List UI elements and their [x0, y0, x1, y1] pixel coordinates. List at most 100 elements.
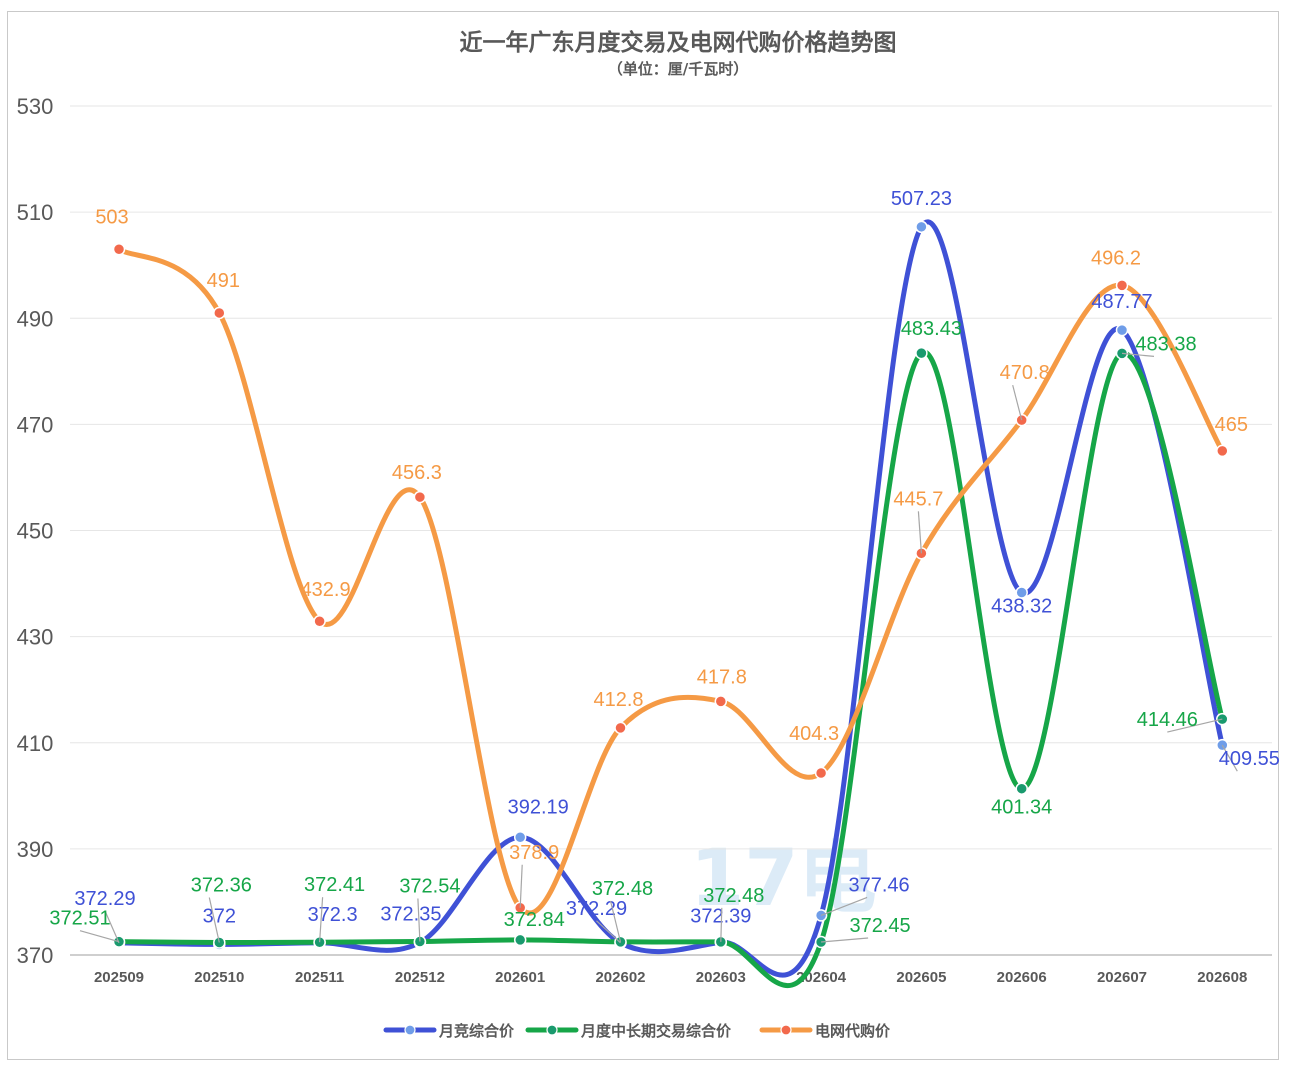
x-tick-label: 202607: [1097, 969, 1147, 986]
data-label-zhongchangqi: 372.48: [592, 878, 653, 900]
data-label-yuejing: 507.23: [891, 188, 952, 210]
label-leader-line: [319, 897, 324, 943]
data-label-yuejing: 392.19: [508, 796, 569, 818]
y-tick-label: 470: [17, 412, 54, 437]
data-label-zhongchangqi: 372.54: [399, 876, 460, 898]
data-point-daigou: [413, 490, 427, 504]
grid-layer: [70, 105, 1272, 956]
data-label-zhongchangqi: 372.45: [850, 915, 911, 937]
x-tick-label: 202608: [1197, 969, 1247, 986]
legend-swatch-marker: [780, 1024, 792, 1036]
data-point-daigou: [213, 306, 226, 320]
data-point-daigou: [614, 721, 627, 735]
data-label-zhongchangqi: 372.84: [504, 909, 565, 931]
data-label-yuejing: 372.29: [566, 898, 627, 920]
data-label-daigou: 470.8: [1000, 362, 1050, 384]
data-point-zhongchangqi: [513, 933, 527, 947]
label-leader-line: [596, 920, 621, 944]
data-label-daigou: 465: [1215, 414, 1248, 436]
legend-label-zhongchangqi: 月度中长期交易综合价: [580, 1022, 732, 1040]
data-label-daigou: 456.3: [392, 462, 442, 484]
data-label-zhongchangqi: 372.51: [49, 908, 110, 930]
legend-swatch-marker: [404, 1024, 416, 1036]
label-leader-line: [609, 900, 622, 942]
data-label-daigou: 503: [95, 206, 128, 228]
data-label-daigou: 445.7: [893, 488, 943, 510]
label-leader-line: [1121, 352, 1155, 357]
data-label-yuejing: 377.46: [849, 874, 910, 896]
label-leader-line: [417, 898, 421, 942]
x-tick-label: 202511: [295, 969, 344, 986]
legend: 月竞综合价 月度中长期交易综合价 电网代购价: [383, 1022, 891, 1040]
data-label-daigou: 417.8: [697, 666, 747, 688]
label-leader-line: [821, 937, 869, 943]
data-label-yuejing: 372.39: [690, 905, 751, 927]
y-tick-label: 510: [17, 200, 54, 225]
data-label-yuejing: 372.29: [74, 888, 135, 910]
data-label-daigou: 432.9: [301, 579, 351, 601]
label-leader-line: [1167, 718, 1223, 733]
y-tick-label: 430: [17, 625, 54, 650]
data-point-daigou: [814, 766, 828, 780]
legend-label-daigou: 电网代购价: [815, 1022, 891, 1040]
series-layer: [112, 219, 1229, 988]
data-label-yuejing: 372: [203, 905, 236, 927]
chart-subtitle: （单位：厘/千瓦时）: [608, 60, 748, 78]
legend-swatch-marker: [546, 1024, 558, 1036]
data-label-yuejing: 438.32: [991, 595, 1052, 617]
label-leader-line: [917, 511, 922, 554]
x-tick-label: 202602: [595, 969, 645, 986]
y-tick-label: 490: [17, 306, 54, 331]
data-point-daigou: [313, 614, 326, 628]
label-leader-line: [1221, 744, 1238, 772]
y-tick-label: 390: [17, 837, 54, 862]
chart-title: 近一年广东月度交易及电网代购价格趋势图: [460, 29, 897, 56]
y-tick-label: 530: [17, 94, 54, 119]
label-leader-line: [720, 907, 723, 942]
label-leader-line: [820, 896, 868, 916]
data-label-yuejing: 409.55: [1219, 748, 1280, 770]
x-tick-label: 202509: [94, 969, 144, 986]
x-tick-label: 202512: [395, 969, 445, 986]
data-point-zhongchangqi: [915, 346, 928, 360]
y-tick-label: 370: [17, 943, 54, 968]
data-point-daigou: [112, 243, 126, 256]
label-leader-line: [1012, 384, 1023, 421]
label-leader-line: [79, 930, 120, 943]
data-label-zhongchangqi: 483.43: [901, 318, 962, 340]
chart-frame: [7, 11, 1279, 1060]
series-line-daigou: [116, 246, 1225, 916]
data-point-daigou: [1115, 279, 1129, 292]
data-point-daigou: [714, 695, 728, 708]
data-point-yuejing: [915, 220, 928, 234]
label-leader-line: [104, 910, 120, 944]
label-leader-line: [208, 897, 220, 943]
data-label-yuejing: 372.3: [308, 904, 358, 926]
data-label-yuejing: 487.77: [1091, 291, 1152, 313]
data-point-zhongchangqi: [1015, 782, 1028, 795]
x-tick-label: 202601: [495, 969, 545, 986]
data-label-zhongchangqi: 401.34: [991, 797, 1052, 819]
data-label-zhongchangqi: 414.46: [1137, 709, 1198, 731]
series-line-zhongchangqi: [116, 349, 1225, 988]
data-label-daigou: 496.2: [1091, 247, 1141, 269]
series-line-yuejing: [116, 219, 1225, 978]
x-tick-label: 202603: [696, 969, 746, 986]
x-tick-label: 202510: [194, 969, 244, 986]
y-tick-label: 450: [17, 519, 54, 544]
data-label-yuejing: 372.35: [380, 904, 441, 926]
data-label-zhongchangqi: 372.41: [304, 874, 365, 896]
data-point-yuejing: [513, 831, 527, 844]
data-label-zhongchangqi: 372.36: [191, 874, 252, 896]
data-label-zhongchangqi: 372.48: [703, 885, 764, 907]
x-tick-label: 202606: [997, 969, 1047, 986]
data-label-daigou: 378.9: [509, 842, 559, 864]
y-axis: 370 390 410 430 450 470 490 510 530: [17, 94, 54, 968]
data-label-daigou: 412.8: [593, 689, 643, 711]
legend-label-yuejing: 月竞综合价: [438, 1022, 515, 1040]
data-point-yuejing: [1015, 586, 1028, 599]
x-tick-label: 202605: [896, 969, 946, 986]
x-axis: 202509 202510 202511 202512 202601 202602 2026…: [94, 969, 1247, 986]
